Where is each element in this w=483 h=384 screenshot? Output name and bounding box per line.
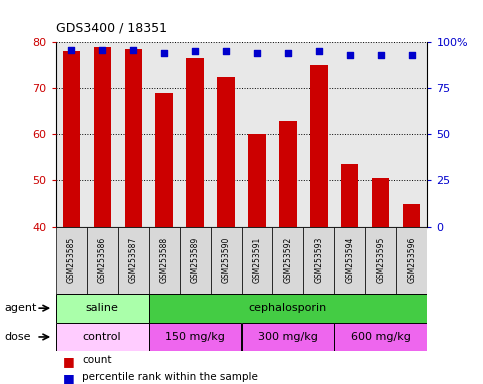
Bar (149, 294, 427, 323)
Bar (117, 227, 149, 294)
Text: count: count (82, 355, 112, 365)
Bar (56, 294, 149, 323)
Bar (280, 121, 297, 227)
Bar (303, 227, 334, 294)
Point (129, 46, 137, 53)
Bar (86, 227, 117, 294)
Point (408, 52, 416, 58)
Bar (366, 227, 397, 294)
Text: saline: saline (85, 303, 118, 313)
Bar (248, 134, 266, 227)
Bar (56, 323, 149, 351)
Text: GSM253596: GSM253596 (408, 237, 416, 283)
Text: GSM253588: GSM253588 (159, 237, 169, 283)
Text: GSM253585: GSM253585 (67, 237, 75, 283)
Text: GSM253594: GSM253594 (345, 237, 355, 283)
Point (284, 50, 292, 56)
Text: GSM253591: GSM253591 (253, 237, 261, 283)
Text: control: control (83, 332, 121, 342)
Point (98, 46, 106, 53)
Bar (56, 227, 86, 294)
Bar (149, 323, 242, 351)
Text: GDS3400 / 18351: GDS3400 / 18351 (56, 22, 167, 35)
Text: GSM253587: GSM253587 (128, 237, 138, 283)
Bar (334, 227, 366, 294)
Point (67, 46, 75, 53)
Point (160, 50, 168, 56)
Bar (272, 227, 303, 294)
Text: percentile rank within the sample: percentile rank within the sample (82, 372, 258, 382)
Text: 300 mg/kg: 300 mg/kg (258, 332, 318, 342)
Text: 600 mg/kg: 600 mg/kg (351, 332, 411, 342)
Bar (217, 77, 235, 227)
Text: cephalosporin: cephalosporin (249, 303, 327, 313)
Bar (180, 227, 211, 294)
Bar (397, 227, 427, 294)
Bar (372, 178, 389, 227)
Bar (149, 227, 180, 294)
Point (191, 48, 199, 55)
Text: GSM253590: GSM253590 (222, 237, 230, 283)
Text: GSM253592: GSM253592 (284, 237, 293, 283)
Bar (125, 49, 142, 227)
Bar (311, 65, 327, 227)
Point (253, 50, 261, 56)
Text: 150 mg/kg: 150 mg/kg (165, 332, 225, 342)
Text: ■: ■ (63, 355, 74, 368)
Bar (211, 227, 242, 294)
Text: ■: ■ (63, 372, 74, 384)
Point (377, 52, 385, 58)
Bar (242, 227, 272, 294)
Bar (186, 58, 203, 227)
Point (222, 48, 230, 55)
Point (315, 48, 323, 55)
Bar (334, 323, 427, 351)
Text: dose: dose (5, 332, 31, 342)
Bar (403, 204, 421, 227)
Text: GSM253595: GSM253595 (376, 237, 385, 283)
Point (346, 52, 354, 58)
Bar (242, 323, 334, 351)
Text: GSM253589: GSM253589 (190, 237, 199, 283)
Text: agent: agent (5, 303, 37, 313)
Text: GSM253593: GSM253593 (314, 237, 324, 283)
Bar (156, 93, 172, 227)
Text: GSM253586: GSM253586 (98, 237, 107, 283)
Bar (62, 51, 80, 227)
Bar (94, 47, 111, 227)
Bar (341, 164, 358, 227)
